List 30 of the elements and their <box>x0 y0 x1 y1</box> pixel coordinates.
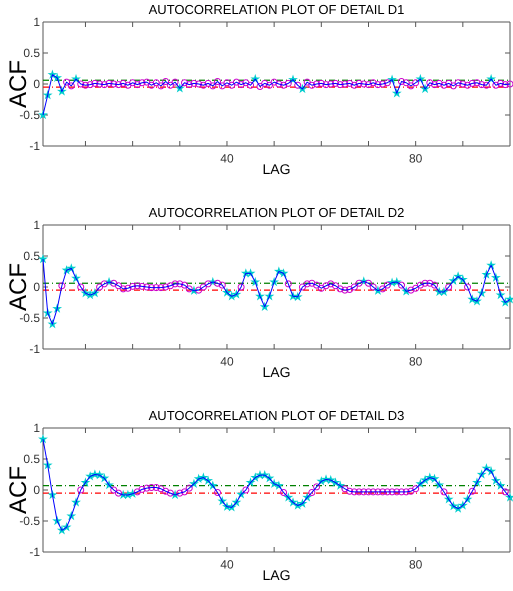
y-tick-label: -1 <box>29 138 40 153</box>
y-tick-label: 0.5 <box>23 248 40 263</box>
y-tick-label: -0.5 <box>19 514 40 528</box>
y-tick-label: -0.5 <box>19 108 40 122</box>
chart-title: AUTOCORRELATION PLOT OF DETAIL D1 <box>148 2 404 17</box>
y-tick-label: 0.5 <box>23 452 40 466</box>
x-axis-title: LAG <box>262 161 291 177</box>
y-tick-label: -0.5 <box>19 310 40 325</box>
x-tick-label: 40 <box>220 558 234 572</box>
x-tick-label: 40 <box>220 152 234 166</box>
x-tick-label: 80 <box>408 152 423 166</box>
y-tick-label: 1 <box>33 420 40 435</box>
chart-title: AUTOCORRELATION PLOT OF DETAIL D3 <box>148 408 404 423</box>
x-tick-label: 40 <box>220 354 234 369</box>
y-tick-label: 1 <box>33 218 40 232</box>
y-tick-label: -1 <box>29 342 40 356</box>
y-tick-label: 1 <box>33 14 40 29</box>
x-axis-title: LAG <box>262 364 291 380</box>
y-axis-title: ACF <box>5 466 32 514</box>
y-axis-title: ACF <box>5 60 32 108</box>
x-tick-label: 80 <box>408 558 423 572</box>
chart-title: AUTOCORRELATION PLOT OF DETAIL D2 <box>148 205 404 220</box>
y-tick-label: 0.5 <box>23 46 40 60</box>
x-axis-title: LAG <box>262 567 291 583</box>
y-tick-label: 0 <box>33 76 40 91</box>
y-axis-title: ACF <box>5 263 32 311</box>
y-tick-label: 0 <box>33 280 40 294</box>
y-tick-label: 0 <box>33 482 40 497</box>
x-tick-label: 80 <box>408 354 423 369</box>
y-tick-label: -1 <box>29 544 40 559</box>
